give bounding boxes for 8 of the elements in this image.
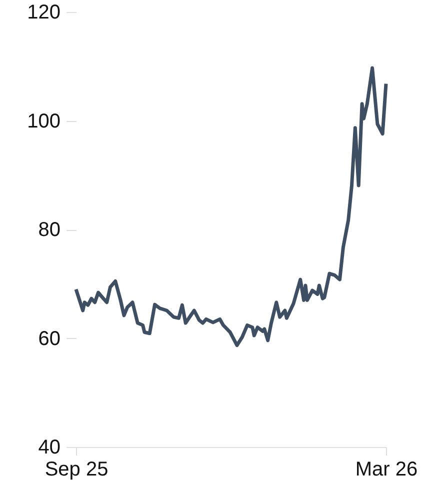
y-tick-label: 80	[38, 219, 60, 241]
y-tick-label: 100	[27, 110, 60, 132]
y-tick-label: 60	[38, 328, 60, 350]
y-tick-label: 120	[27, 2, 60, 24]
line-series	[74, 66, 388, 348]
x-tick-label: Sep 25	[44, 458, 108, 480]
x-tick-label: Mar 26	[355, 458, 418, 480]
y-tick-label: 40	[38, 436, 60, 458]
